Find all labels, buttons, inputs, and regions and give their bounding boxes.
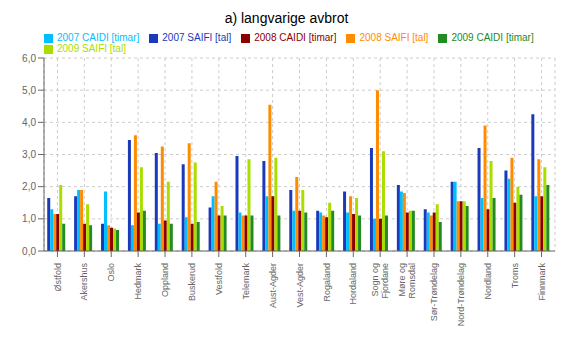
svg-text:Vest-Agder: Vest-Agder bbox=[295, 263, 305, 308]
html-text:2009 CAIDI [timar]: 2009 CAIDI [timar] bbox=[451, 32, 534, 43]
html-text:a) langvarige avbrot: a) langvarige avbrot bbox=[224, 10, 349, 26]
svg-text:Nord-Trøndelag: Nord-Trøndelag bbox=[456, 263, 466, 326]
svg-text:Telemark: Telemark bbox=[241, 263, 251, 300]
svg-text:Nordland: Nordland bbox=[483, 263, 493, 300]
svg-text:Akershus: Akershus bbox=[79, 263, 89, 301]
svg-text:Hordaland: Hordaland bbox=[348, 263, 358, 305]
svg-text:Rogaland: Rogaland bbox=[322, 263, 332, 302]
svg-text:Troms: Troms bbox=[510, 263, 520, 289]
svg-text:Sør-Trøndelag: Sør-Trøndelag bbox=[429, 263, 439, 321]
svg-text:Sogn ogFjordane: Sogn ogFjordane bbox=[370, 263, 390, 299]
svg-text:5,0: 5,0 bbox=[22, 85, 36, 96]
svg-text:Oslo: Oslo bbox=[106, 263, 116, 282]
html-text:2008 SAIFI [tal]: 2008 SAIFI [tal] bbox=[359, 32, 429, 43]
html-text:2007 CAIDI [timar]: 2007 CAIDI [timar] bbox=[57, 32, 140, 43]
svg-text:Hedmark: Hedmark bbox=[133, 263, 143, 300]
svg-text:Østfold: Østfold bbox=[53, 263, 63, 292]
html-text:2008 CAIDI [timar]: 2008 CAIDI [timar] bbox=[254, 32, 337, 43]
svg-text:4,0: 4,0 bbox=[22, 117, 36, 128]
svg-text:Møre ogRomsdal: Møre ogRomsdal bbox=[397, 263, 417, 299]
html-text:2009 SAIFI [tal]: 2009 SAIFI [tal] bbox=[57, 43, 126, 54]
svg-text:Oppland: Oppland bbox=[160, 263, 170, 297]
svg-text:Aust-Agder: Aust-Agder bbox=[268, 263, 278, 308]
svg-text:Buskerud: Buskerud bbox=[187, 263, 197, 301]
html-text:2007 SAIFI [tal]: 2007 SAIFI [tal] bbox=[162, 32, 232, 43]
svg-text:2,0: 2,0 bbox=[22, 181, 36, 192]
svg-text:6,0: 6,0 bbox=[22, 53, 36, 64]
svg-text:3,0: 3,0 bbox=[22, 149, 36, 160]
svg-text:0,0: 0,0 bbox=[22, 246, 36, 257]
svg-text:1,0: 1,0 bbox=[22, 213, 36, 224]
svg-text:Finnmark: Finnmark bbox=[537, 263, 547, 301]
svg-text:Vestfold: Vestfold bbox=[214, 263, 224, 295]
